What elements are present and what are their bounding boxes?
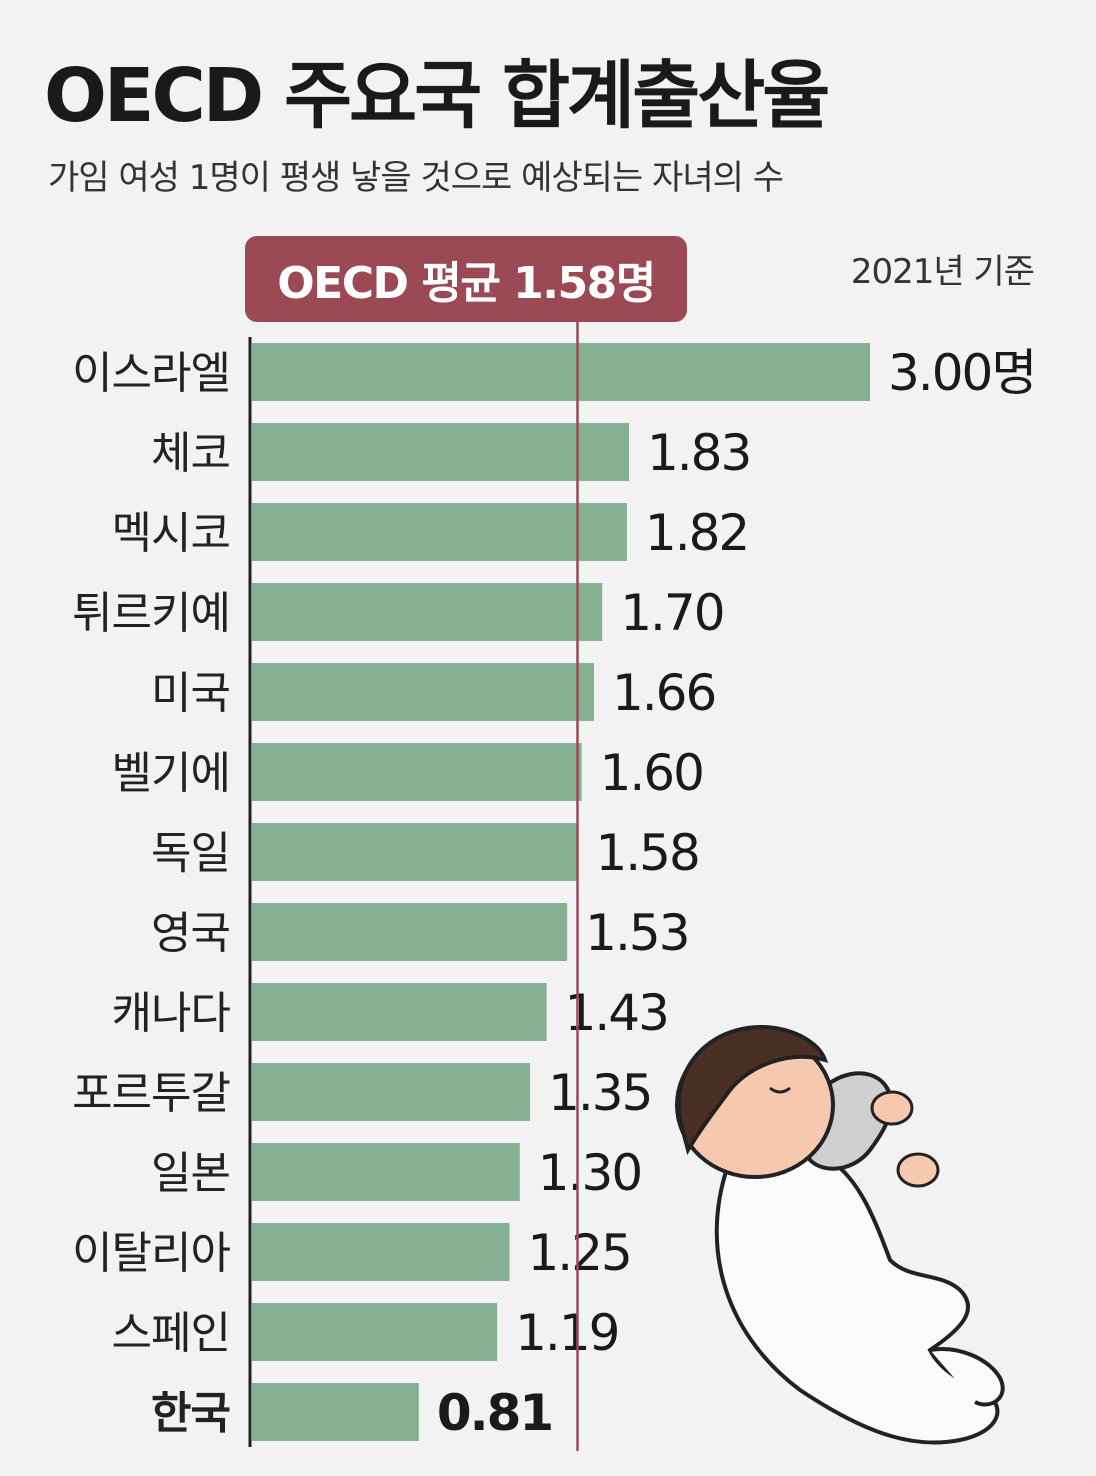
- category-label: 스페인: [112, 1308, 230, 1359]
- bar-6: [252, 823, 578, 881]
- value-label: 0.81: [437, 1384, 552, 1442]
- category-label: 포르투갈: [72, 1068, 230, 1119]
- bar-0: [252, 343, 870, 401]
- value-label: 1.82: [645, 504, 748, 562]
- category-label: 영국: [151, 908, 230, 959]
- bar-8: [252, 983, 547, 1041]
- bar-13: [252, 1383, 419, 1441]
- oecd-average-badge: OECD 평균 1.58명: [245, 236, 687, 322]
- category-label: 튀르키예: [72, 588, 230, 639]
- category-label: 이스라엘: [72, 348, 230, 399]
- value-label: 1.66: [612, 664, 715, 722]
- value-label: 1.58: [595, 824, 698, 882]
- closed-eye-icon: [769, 1086, 791, 1094]
- category-label: 독일: [151, 828, 230, 879]
- baby-hair: [676, 1025, 829, 1156]
- category-label: 멕시코: [112, 508, 230, 559]
- value-label: 1.83: [647, 424, 750, 482]
- bar-7: [252, 903, 568, 961]
- value-label: 1.43: [565, 984, 668, 1042]
- value-label: 1.60: [600, 744, 703, 802]
- category-label: 이탈리아: [72, 1228, 230, 1279]
- category-label: 미국: [151, 668, 230, 719]
- value-label: 1.53: [585, 904, 688, 962]
- bar-4: [252, 663, 594, 721]
- value-label: 1.25: [528, 1224, 631, 1282]
- chart-title: OECD 주요국 합계출산율: [44, 53, 830, 139]
- baby-hand-lower: [896, 1152, 940, 1188]
- bar-10: [252, 1143, 520, 1201]
- value-label: 3.00명: [888, 344, 1035, 402]
- bar-12: [252, 1303, 498, 1361]
- bar-3: [252, 583, 603, 641]
- bar-1: [252, 423, 629, 481]
- bar-11: [252, 1223, 510, 1281]
- baby-hand-upper: [870, 1090, 914, 1126]
- category-label: 일본: [151, 1148, 230, 1199]
- sleeping-baby-illustration: [675, 1025, 1005, 1445]
- value-label: 1.35: [548, 1064, 651, 1122]
- value-label: 1.70: [620, 584, 723, 642]
- value-label: 1.30: [538, 1144, 641, 1202]
- basis-year-note: 2021년 기준: [850, 252, 1035, 292]
- onesie-body: [714, 1141, 1000, 1445]
- category-label: 체코: [151, 428, 230, 479]
- baby-foot: [929, 1347, 1005, 1407]
- value-label: 1.19: [515, 1304, 618, 1362]
- bar-2: [252, 503, 627, 561]
- category-label: 벨기에: [112, 748, 230, 799]
- category-label: 캐나다: [112, 988, 231, 1039]
- bar-5: [252, 743, 582, 801]
- bar-9: [252, 1063, 531, 1121]
- category-label: 한국: [151, 1388, 230, 1439]
- chart-subtitle: 가임 여성 1명이 평생 낳을 것으로 예상되는 자녀의 수: [48, 158, 784, 198]
